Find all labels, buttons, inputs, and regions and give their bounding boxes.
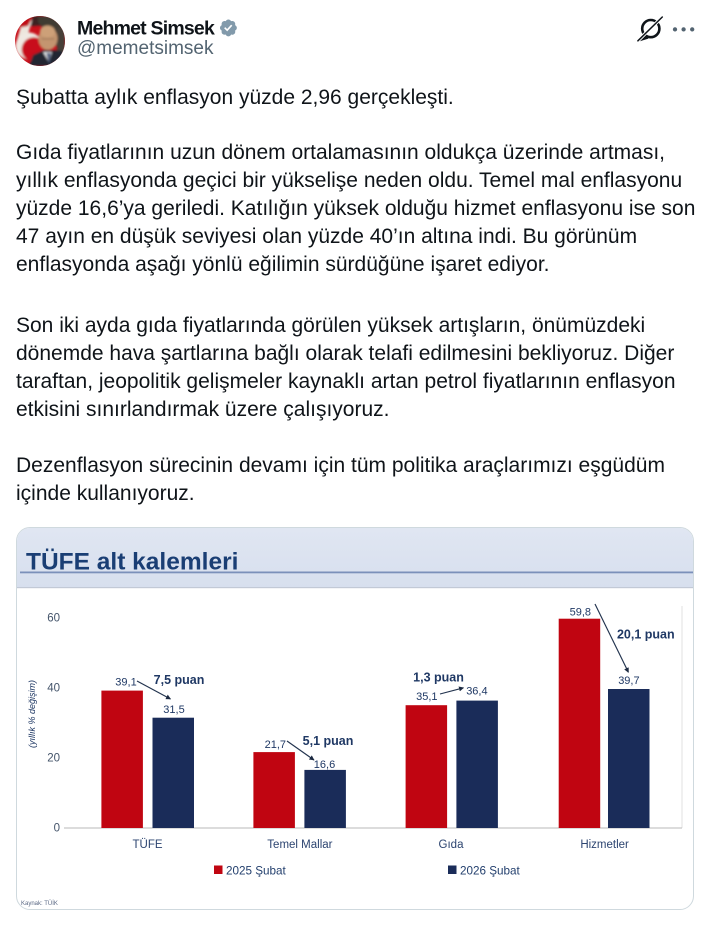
svg-text:59,8: 59,8 [570,607,591,619]
svg-text:Kaynak: TÜİK: Kaynak: TÜİK [21,900,58,907]
svg-text:7,5 puan: 7,5 puan [154,673,205,687]
svg-text:5,1 puan: 5,1 puan [303,734,354,748]
svg-text:Mehmet Simsek: Mehmet Simsek [77,18,215,40]
svg-text:Gıda: Gıda [439,839,465,851]
svg-text:21,7: 21,7 [265,739,286,751]
svg-text:20,1 puan: 20,1 puan [617,628,675,642]
svg-text:20: 20 [47,753,60,765]
svg-text:(yıllık % değişim): (yıllık % değişim) [27,680,37,748]
svg-text:40: 40 [47,683,60,695]
svg-text:0: 0 [54,823,60,835]
svg-text:2025 Şubat: 2025 Şubat [226,865,287,878]
svg-text:39,7: 39,7 [618,675,639,687]
svg-text:TÜFE: TÜFE [132,839,162,851]
svg-text:36,4: 36,4 [466,686,487,698]
svg-text:16,6: 16,6 [314,759,335,771]
svg-text:TÜFE alt kalemleri: TÜFE alt kalemleri [26,549,238,576]
svg-text:@memetsimsek: @memetsimsek [77,38,214,59]
svg-text:35,1: 35,1 [416,691,437,703]
svg-text:1,3 puan: 1,3 puan [413,671,464,685]
svg-text:31,5: 31,5 [163,704,184,716]
svg-text:2026 Şubat: 2026 Şubat [460,865,521,878]
svg-text:60: 60 [47,613,60,625]
svg-text:Hizmetler: Hizmetler [580,839,629,851]
svg-text:Temel Mallar: Temel Mallar [267,839,332,851]
svg-text:39,1: 39,1 [115,677,136,689]
